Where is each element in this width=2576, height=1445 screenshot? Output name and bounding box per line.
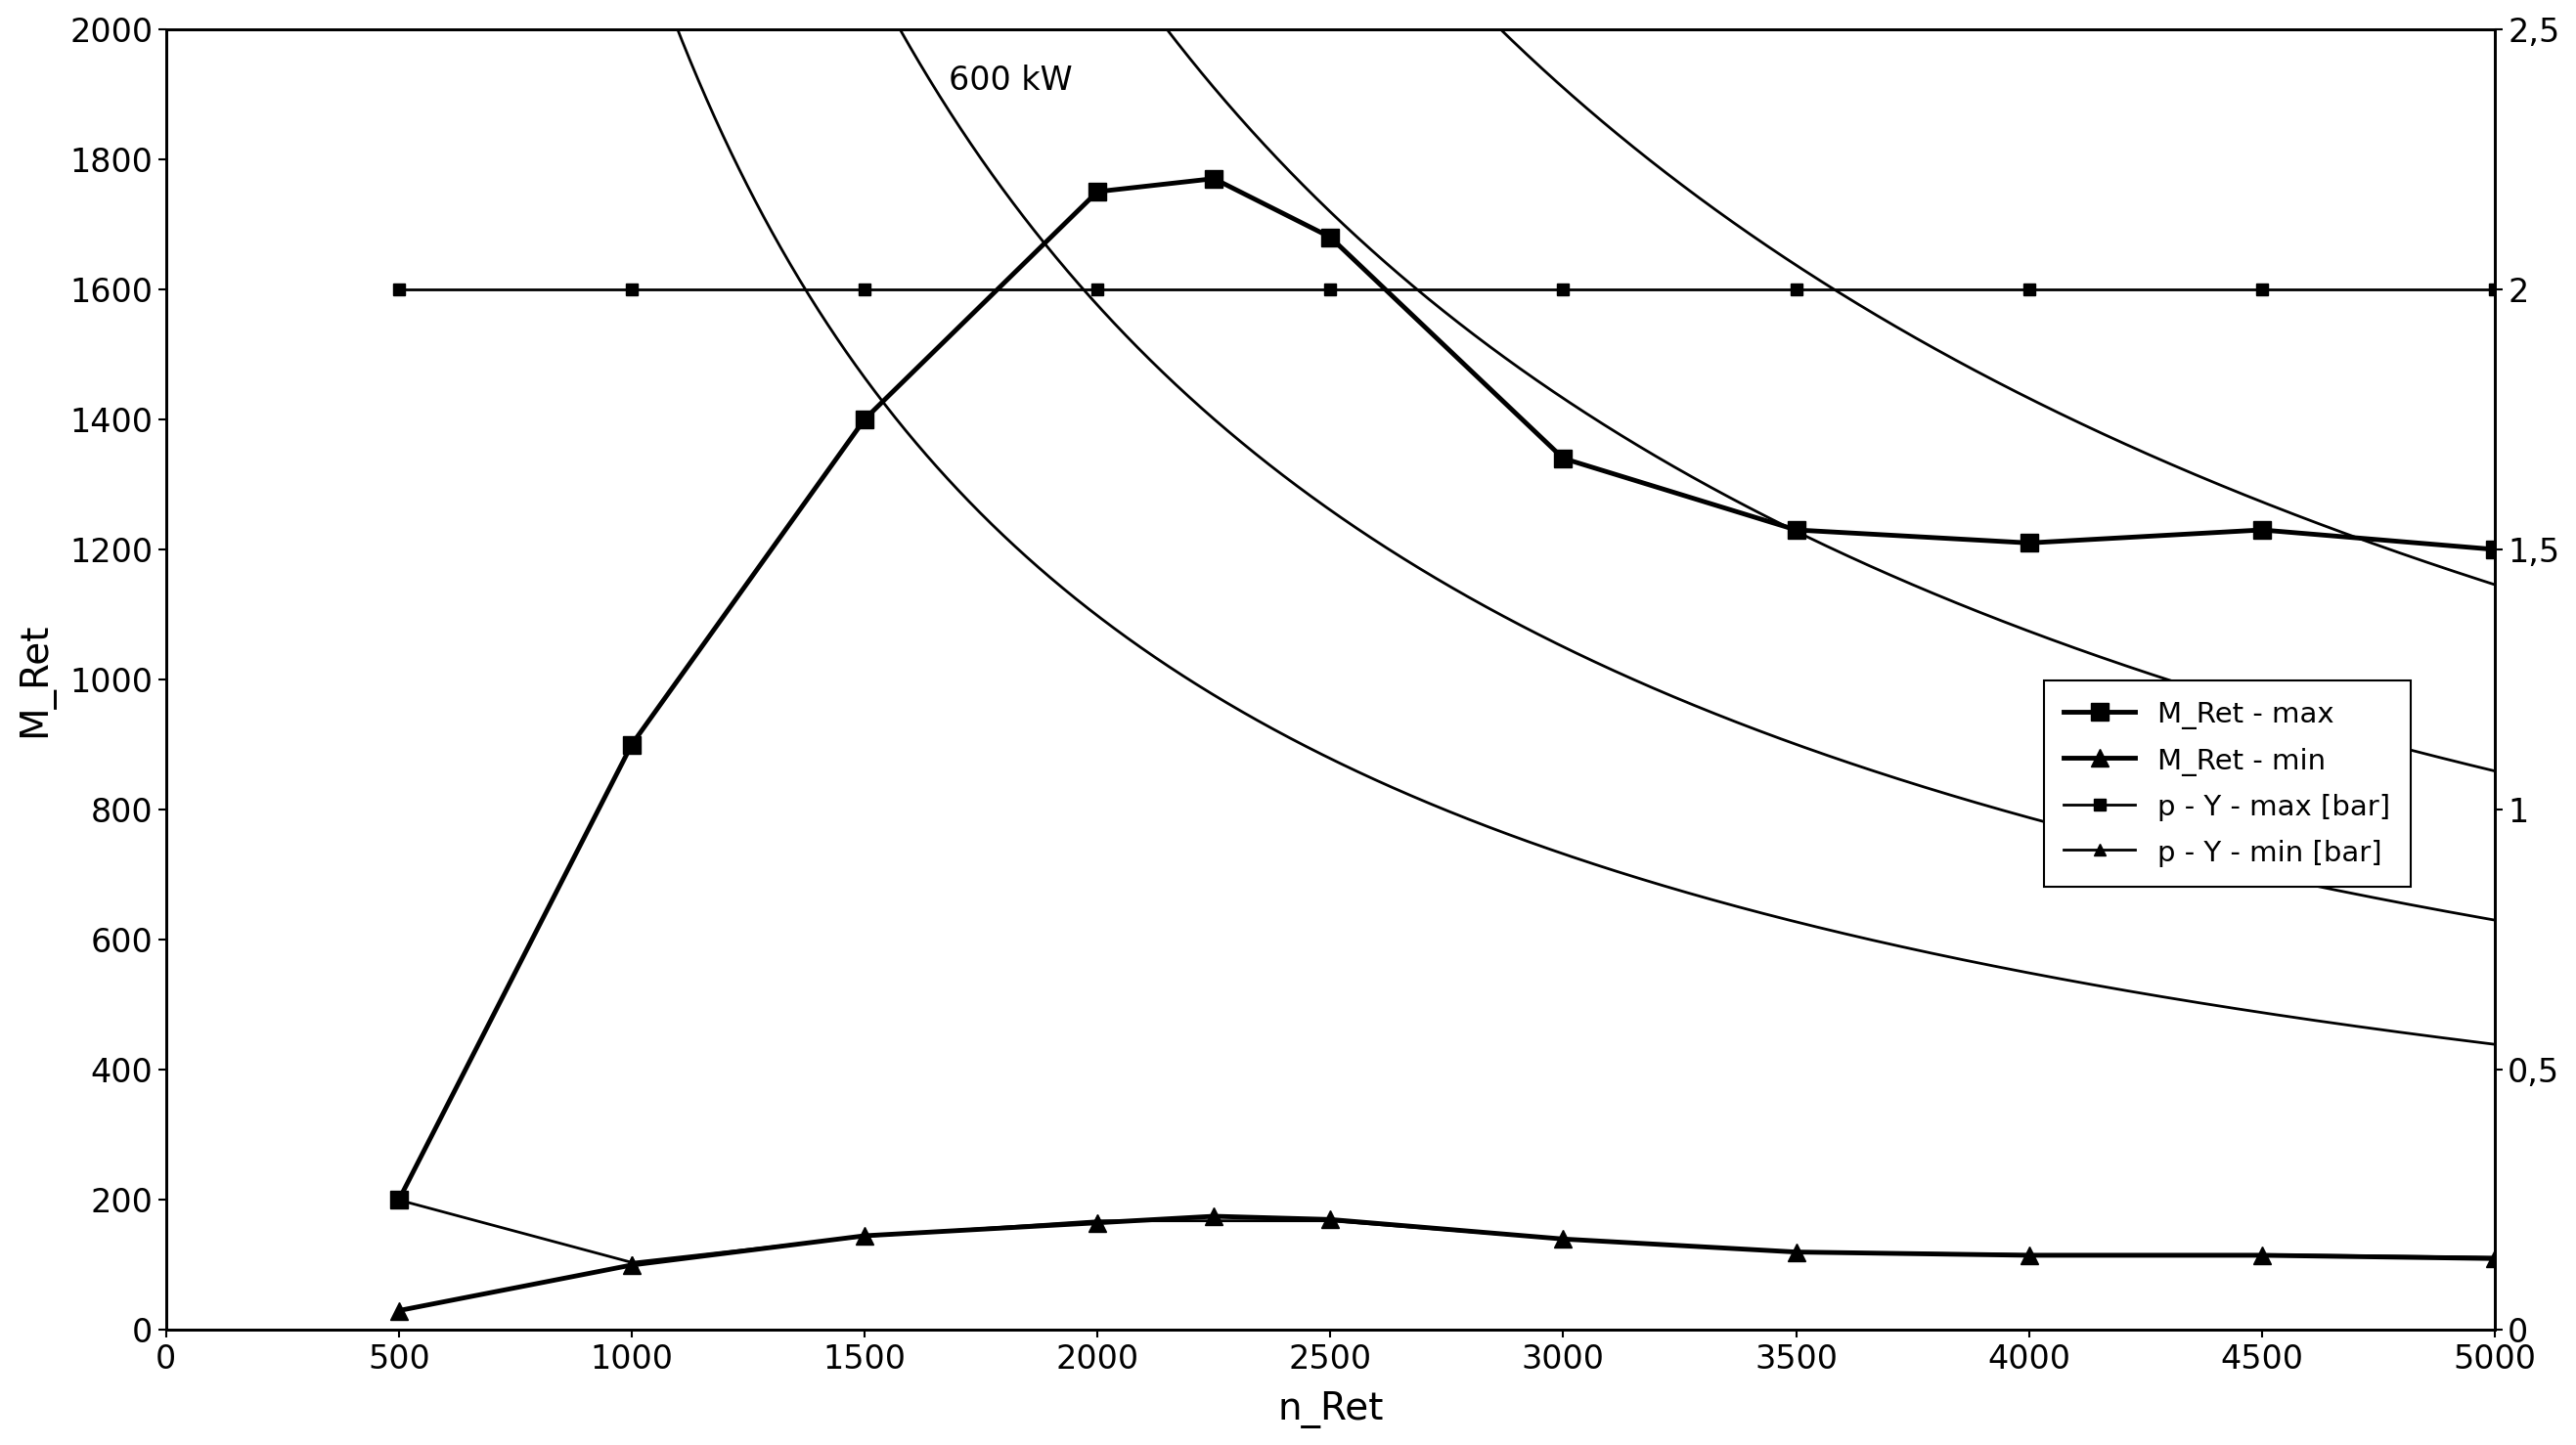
p - Y - max [bar] [2478,280,2509,298]
p - Y - max [bar] [616,280,647,298]
M_Ret - max [1082,184,1113,201]
p - Y - min [bar] [2478,1248,2509,1266]
M_Ret - min [1314,1211,1345,1228]
p - Y - min [bar] [2246,1246,2277,1263]
M_Ret - max [1548,449,1579,467]
M_Ret - max [2478,540,2509,558]
M_Ret - min [616,1256,647,1273]
X-axis label: n_Ret: n_Ret [1278,1392,1383,1429]
p - Y - min [bar] [1314,1212,1345,1230]
M_Ret - min [1780,1243,1811,1260]
M_Ret - min [2478,1250,2509,1267]
Line: M_Ret - min: M_Ret - min [389,1208,2504,1319]
M_Ret - min [384,1302,415,1319]
p - Y - min [bar] [616,1254,647,1272]
Line: p - Y - min [bar]: p - Y - min [bar] [392,1194,2501,1269]
M_Ret - min [2014,1247,2045,1264]
p - Y - max [bar] [2014,280,2045,298]
p - Y - max [bar] [2246,280,2277,298]
M_Ret - max [2246,522,2277,539]
p - Y - max [bar] [1314,280,1345,298]
Line: M_Ret - max: M_Ret - max [389,171,2504,1209]
p - Y - min [bar] [850,1228,881,1246]
M_Ret - max [384,1191,415,1208]
p - Y - min [bar] [1780,1243,1811,1260]
M_Ret - min [850,1227,881,1244]
M_Ret - min [1082,1214,1113,1231]
p - Y - max [bar] [384,280,415,298]
Text: 600 kW: 600 kW [948,65,1072,97]
Legend: M_Ret - max, M_Ret - min, p - Y - max [bar], p - Y - min [bar]: M_Ret - max, M_Ret - min, p - Y - max [b… [2043,681,2411,887]
p - Y - min [bar] [384,1191,415,1208]
M_Ret - max [850,410,881,428]
p - Y - min [bar] [2014,1246,2045,1263]
M_Ret - min [1548,1230,1579,1247]
M_Ret - min [1198,1208,1229,1225]
p - Y - max [bar] [1082,280,1113,298]
M_Ret - max [1198,171,1229,188]
M_Ret - max [1314,228,1345,246]
p - Y - max [bar] [1780,280,1811,298]
p - Y - min [bar] [1548,1230,1579,1247]
p - Y - max [bar] [850,280,881,298]
M_Ret - max [2014,535,2045,552]
M_Ret - min [2246,1247,2277,1264]
M_Ret - max [1780,522,1811,539]
Y-axis label: M_Ret: M_Ret [15,623,54,737]
Line: p - Y - max [bar]: p - Y - max [bar] [392,283,2501,295]
M_Ret - max [616,736,647,753]
p - Y - min [bar] [1082,1212,1113,1230]
p - Y - max [bar] [1548,280,1579,298]
